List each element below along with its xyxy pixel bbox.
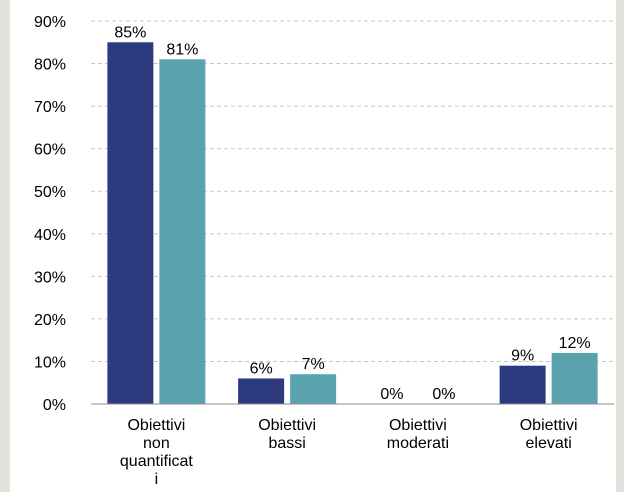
bars <box>107 42 598 405</box>
bar <box>499 365 546 404</box>
y-tick-label: 70% <box>34 99 66 116</box>
y-tick-label: 90% <box>34 14 66 31</box>
bar <box>290 374 337 404</box>
category-label-line: Obiettivi <box>127 417 185 434</box>
data-label: 6% <box>250 360 273 377</box>
y-tick-label: 10% <box>34 354 66 371</box>
y-tick-label: 60% <box>34 142 66 159</box>
data-label: 0% <box>432 386 455 403</box>
data-labels: 85% 81% 6% 7% 0% 0% 9% 12% <box>114 24 590 403</box>
data-label: 81% <box>166 41 198 58</box>
bar <box>107 42 154 405</box>
bar <box>238 378 285 404</box>
category-label: Obiettivi non quantificat i <box>120 417 193 488</box>
data-label: 0% <box>380 386 403 403</box>
category-label-line: bassi <box>268 435 305 452</box>
category-label-line: i <box>155 471 159 488</box>
y-tick-label: 40% <box>34 227 66 244</box>
data-label: 9% <box>511 348 534 365</box>
y-tick-label: 30% <box>34 269 66 286</box>
data-label: 85% <box>114 24 146 41</box>
y-tick-label: 80% <box>34 57 66 74</box>
category-label-line: moderati <box>387 435 449 452</box>
bar <box>551 352 598 404</box>
category-label: Obiettivi moderati <box>387 417 449 452</box>
category-label-line: Obiettivi <box>258 417 316 434</box>
bar-chart: 0% 10% 20% 30% 40% 50% 60% 70% 80% 90% 85% 81% 6% 7%… <box>34 14 614 488</box>
y-tick-label: 50% <box>34 184 66 201</box>
data-label: 7% <box>302 356 325 373</box>
category-label: Obiettivi bassi <box>258 417 316 452</box>
bar <box>159 59 206 405</box>
category-label-line: Obiettivi <box>389 417 447 434</box>
y-tick-label: 0% <box>43 397 66 414</box>
category-label: Obiettivi elevati <box>520 417 578 452</box>
category-label-line: non <box>143 435 170 452</box>
y-tick-label: 20% <box>34 312 66 329</box>
data-label: 12% <box>559 335 591 352</box>
y-axis-ticks: 0% 10% 20% 30% 40% 50% 60% 70% 80% 90% <box>34 14 66 414</box>
category-label-line: Obiettivi <box>520 417 578 434</box>
chart-panel: 0% 10% 20% 30% 40% 50% 60% 70% 80% 90% 85% 81% 6% 7%… <box>10 0 616 492</box>
category-label-line: quantificat <box>120 453 193 470</box>
category-label-line: elevati <box>526 435 572 452</box>
